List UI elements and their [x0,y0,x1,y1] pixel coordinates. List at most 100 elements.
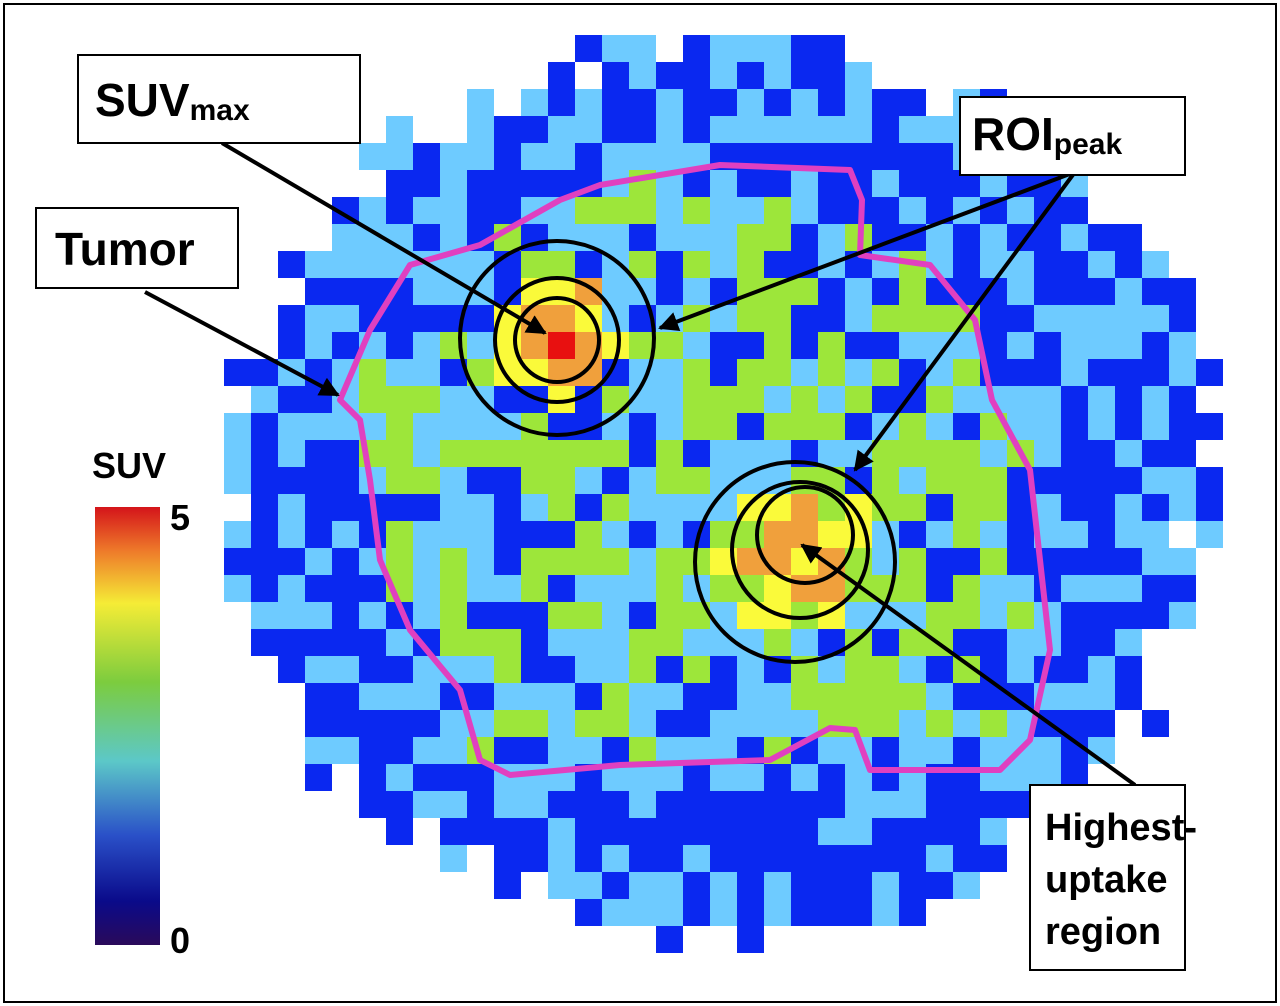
pixel [737,170,764,197]
pixel [764,224,791,251]
pixel [1007,494,1034,521]
pixel [1169,548,1196,575]
pixel [791,791,818,818]
pixel [629,629,656,656]
pixel [710,89,737,116]
pixel [629,35,656,62]
pixel [1088,494,1115,521]
pixel [602,629,629,656]
pixel [1115,656,1142,683]
pixel [602,899,629,926]
pixel [440,224,467,251]
pixel [683,170,710,197]
pixel [872,791,899,818]
pixel [926,872,953,899]
pixel [818,116,845,143]
pixel [413,386,440,413]
pixel [1115,251,1142,278]
pixel [278,413,305,440]
pixel [521,764,548,791]
pixel [845,62,872,89]
pixel [1061,359,1088,386]
pixel [629,737,656,764]
pixel [1007,629,1034,656]
pixel [845,278,872,305]
pixel [386,791,413,818]
pixel [305,656,332,683]
pixel [899,818,926,845]
pixel [818,305,845,332]
pixel [899,872,926,899]
pixel [926,116,953,143]
pixel [791,359,818,386]
pixel [1115,359,1142,386]
pixel [683,845,710,872]
pixel [305,602,332,629]
pixel [683,332,710,359]
pixel [791,35,818,62]
pixel [251,413,278,440]
pixel [1142,467,1169,494]
pixel [737,710,764,737]
pixel [710,413,737,440]
pixel [764,845,791,872]
pixel [467,494,494,521]
pixel [251,386,278,413]
pixel [764,413,791,440]
pixel [1169,359,1196,386]
pixel [980,791,1007,818]
pixel [737,818,764,845]
pixel [494,656,521,683]
pixel [764,359,791,386]
pixel [845,116,872,143]
pixel [251,521,278,548]
pixel [683,467,710,494]
pixel [683,278,710,305]
colorbar-min: 0 [170,920,190,961]
pixel [899,278,926,305]
pixel [926,548,953,575]
pixel [521,467,548,494]
pixel [602,116,629,143]
pixel [818,440,845,467]
pixel [899,494,926,521]
pixel [548,467,575,494]
pixel [926,575,953,602]
pixel [413,413,440,440]
pixel [953,602,980,629]
pixel [602,440,629,467]
pixel [791,872,818,899]
pixel [278,332,305,359]
pixel [1007,332,1034,359]
pixel [1115,629,1142,656]
pixel [629,872,656,899]
pixel [575,818,602,845]
pixel [251,467,278,494]
pixel [413,197,440,224]
pixel [575,197,602,224]
pixel [791,413,818,440]
pixel [1142,494,1169,521]
pixel [737,224,764,251]
pixel [764,764,791,791]
pixel [1034,386,1061,413]
pixel [521,521,548,548]
pixel [629,656,656,683]
pixel [980,602,1007,629]
pixel [494,791,521,818]
pixel [440,602,467,629]
pixel [845,89,872,116]
pixel [818,35,845,62]
pixel [872,737,899,764]
pixel [980,683,1007,710]
pixel [818,386,845,413]
pixel [818,899,845,926]
pixel [413,521,440,548]
pixel [1115,305,1142,332]
pixel [899,143,926,170]
pixel [602,143,629,170]
pixel [1142,575,1169,602]
pixel [1115,440,1142,467]
pixel [818,845,845,872]
pixel [764,629,791,656]
